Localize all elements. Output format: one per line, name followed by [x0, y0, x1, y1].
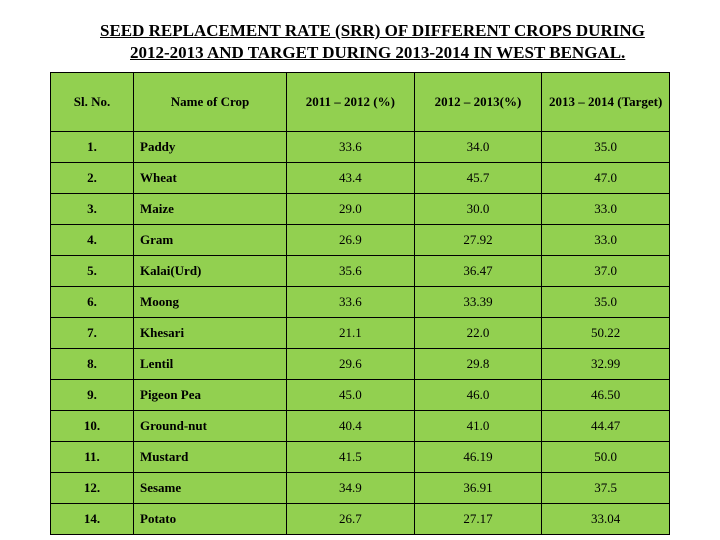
cell-2011: 34.9: [287, 473, 415, 504]
table-row: 10.Ground-nut40.441.044.47: [51, 411, 670, 442]
cell-2011: 26.9: [287, 225, 415, 256]
cell-2013: 37.0: [542, 256, 670, 287]
cell-2012: 45.7: [414, 163, 542, 194]
cell-2012: 36.91: [414, 473, 542, 504]
cell-2013: 37.5: [542, 473, 670, 504]
cell-sl: 8.: [51, 349, 134, 380]
cell-sl: 5.: [51, 256, 134, 287]
cell-name: Kalai(Urd): [134, 256, 287, 287]
col-header-2011: 2011 – 2012 (%): [287, 73, 415, 132]
cell-2013: 44.47: [542, 411, 670, 442]
cell-name: Sesame: [134, 473, 287, 504]
table-row: 8.Lentil29.629.832.99: [51, 349, 670, 380]
cell-name: Wheat: [134, 163, 287, 194]
table-row: 14.Potato26.727.1733.04: [51, 504, 670, 535]
cell-2011: 40.4: [287, 411, 415, 442]
table-row: 3.Maize29.030.033.0: [51, 194, 670, 225]
cell-2012: 30.0: [414, 194, 542, 225]
table-row: 6.Moong33.633.3935.0: [51, 287, 670, 318]
cell-name: Pigeon Pea: [134, 380, 287, 411]
table-header-row: Sl. No. Name of Crop 2011 – 2012 (%) 201…: [51, 73, 670, 132]
cell-2011: 29.6: [287, 349, 415, 380]
cell-2013: 33.0: [542, 194, 670, 225]
cell-sl: 6.: [51, 287, 134, 318]
cell-sl: 9.: [51, 380, 134, 411]
table-row: 7.Khesari21.122.050.22: [51, 318, 670, 349]
cell-2011: 26.7: [287, 504, 415, 535]
cell-2013: 33.0: [542, 225, 670, 256]
cell-2011: 33.6: [287, 132, 415, 163]
cell-2012: 34.0: [414, 132, 542, 163]
cell-sl: 7.: [51, 318, 134, 349]
cell-name: Potato: [134, 504, 287, 535]
cell-sl: 2.: [51, 163, 134, 194]
cell-name: Paddy: [134, 132, 287, 163]
table-row: 4.Gram26.927.9233.0: [51, 225, 670, 256]
cell-2012: 33.39: [414, 287, 542, 318]
table-row: 11.Mustard41.546.1950.0: [51, 442, 670, 473]
table-row: 9.Pigeon Pea45.046.046.50: [51, 380, 670, 411]
table-row: 2.Wheat43.445.747.0: [51, 163, 670, 194]
col-header-sl: Sl. No.: [51, 73, 134, 132]
cell-2012: 46.0: [414, 380, 542, 411]
cell-2011: 33.6: [287, 287, 415, 318]
cell-2011: 41.5: [287, 442, 415, 473]
cell-sl: 11.: [51, 442, 134, 473]
cell-name: Gram: [134, 225, 287, 256]
srr-table: Sl. No. Name of Crop 2011 – 2012 (%) 201…: [50, 72, 670, 535]
cell-2011: 45.0: [287, 380, 415, 411]
table-row: 1.Paddy33.634.035.0: [51, 132, 670, 163]
cell-sl: 3.: [51, 194, 134, 225]
cell-2011: 35.6: [287, 256, 415, 287]
cell-2013: 46.50: [542, 380, 670, 411]
cell-2012: 46.19: [414, 442, 542, 473]
cell-2012: 22.0: [414, 318, 542, 349]
cell-sl: 4.: [51, 225, 134, 256]
col-header-2013: 2013 – 2014 (Target): [542, 73, 670, 132]
title-line-2: 2012-2013 AND TARGET DURING 2013-2014 IN…: [100, 43, 625, 62]
cell-2013: 47.0: [542, 163, 670, 194]
cell-2013: 32.99: [542, 349, 670, 380]
cell-sl: 10.: [51, 411, 134, 442]
cell-sl: 14.: [51, 504, 134, 535]
table-row: 12.Sesame34.936.9137.5: [51, 473, 670, 504]
cell-2012: 41.0: [414, 411, 542, 442]
col-header-2012: 2012 – 2013(%): [414, 73, 542, 132]
page-title: SEED REPLACEMENT RATE (SRR) OF DIFFERENT…: [100, 20, 670, 64]
cell-2011: 21.1: [287, 318, 415, 349]
col-header-name: Name of Crop: [134, 73, 287, 132]
cell-2013: 50.0: [542, 442, 670, 473]
cell-name: Mustard: [134, 442, 287, 473]
cell-2012: 29.8: [414, 349, 542, 380]
table-row: 5.Kalai(Urd)35.636.4737.0: [51, 256, 670, 287]
cell-name: Maize: [134, 194, 287, 225]
cell-name: Lentil: [134, 349, 287, 380]
cell-2012: 27.92: [414, 225, 542, 256]
cell-2013: 50.22: [542, 318, 670, 349]
cell-2011: 29.0: [287, 194, 415, 225]
cell-2013: 35.0: [542, 132, 670, 163]
cell-2013: 35.0: [542, 287, 670, 318]
cell-2012: 27.17: [414, 504, 542, 535]
cell-2012: 36.47: [414, 256, 542, 287]
cell-2013: 33.04: [542, 504, 670, 535]
cell-sl: 1.: [51, 132, 134, 163]
cell-sl: 12.: [51, 473, 134, 504]
cell-name: Moong: [134, 287, 287, 318]
title-line-1: SEED REPLACEMENT RATE (SRR) OF DIFFERENT…: [100, 21, 645, 40]
cell-2011: 43.4: [287, 163, 415, 194]
cell-name: Khesari: [134, 318, 287, 349]
cell-name: Ground-nut: [134, 411, 287, 442]
